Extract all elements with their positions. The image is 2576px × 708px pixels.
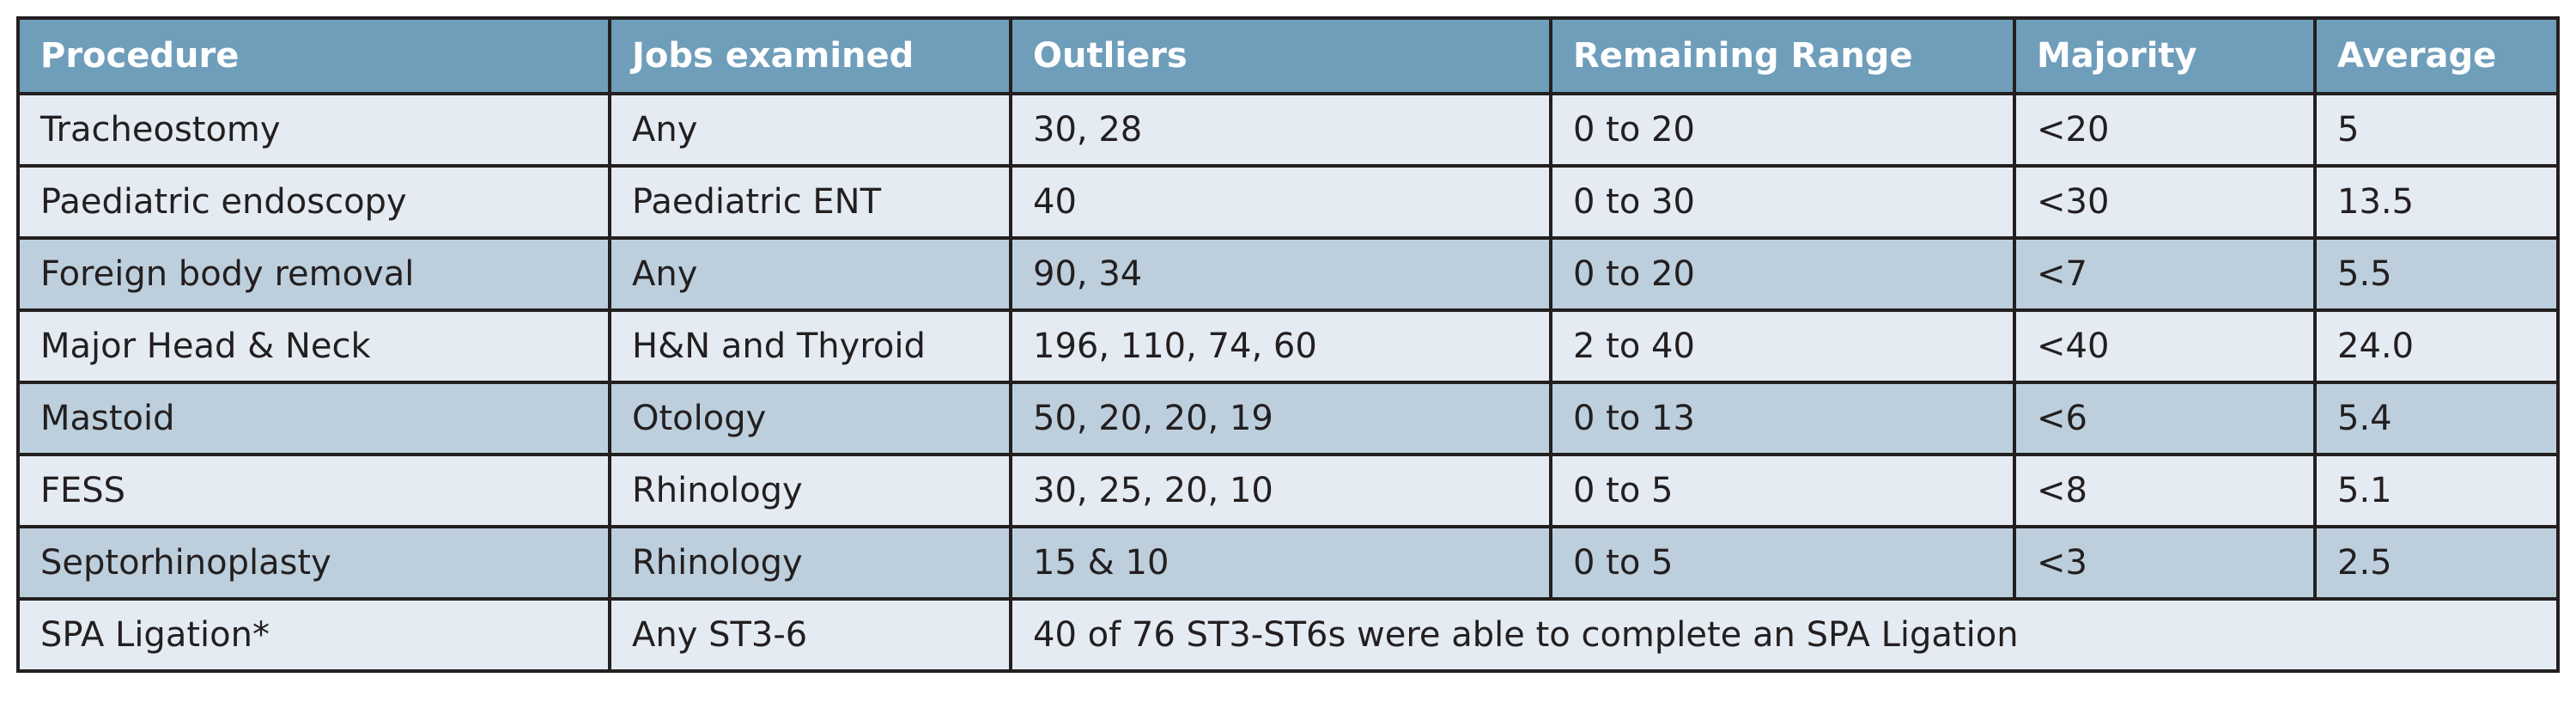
header-row: Procedure Jobs examined Outliers Remaining … bbox=[16, 16, 2560, 95]
table-row: FESS Rhinology 30, 25, 20, 10 0 to 5 <8 5.1 bbox=[16, 453, 2560, 528]
header-cell: Outliers bbox=[1009, 16, 1552, 95]
table-cell: Any ST3-6 bbox=[608, 597, 1012, 673]
table-cell: H&N and Thyroid bbox=[608, 308, 1012, 384]
table-cell: 40 of 76 ST3-ST6s were able to complete … bbox=[1009, 597, 2560, 673]
table-cell: SPA Ligation* bbox=[16, 597, 611, 673]
table-cell: Mastoid bbox=[16, 381, 611, 456]
table-cell: Paediatric endoscopy bbox=[16, 164, 611, 240]
data-table: Procedure Jobs examined Outliers Remaining … bbox=[16, 16, 2560, 673]
table-row: Septorhinoplasty Rhinology 15 & 10 0 to 5 <3… bbox=[16, 525, 2560, 601]
table-row: Tracheostomy Any 30, 28 0 to 20 <20 5 bbox=[16, 92, 2560, 168]
table-cell: 196, 110, 74, 60 bbox=[1009, 308, 1552, 384]
table-cell: 5.1 bbox=[2313, 453, 2560, 528]
table-cell: 0 to 20 bbox=[1549, 92, 2016, 168]
header-cell: Procedure bbox=[16, 16, 611, 95]
table-cell: 2.5 bbox=[2313, 525, 2560, 601]
table-cell: Otology bbox=[608, 381, 1012, 456]
table-cell: 50, 20, 20, 19 bbox=[1009, 381, 1552, 456]
table-row: Foreign body removal Any 90, 34 0 to 20 <7 5.… bbox=[16, 236, 2560, 312]
table-cell: <40 bbox=[2013, 308, 2317, 384]
table-cell: <3 bbox=[2013, 525, 2317, 601]
table-cell: <7 bbox=[2013, 236, 2317, 312]
table-cell: 2 to 40 bbox=[1549, 308, 2016, 384]
table-row: Mastoid Otology 50, 20, 20, 19 0 to 13 <6 5.4 bbox=[16, 381, 2560, 456]
table-cell: <8 bbox=[2013, 453, 2317, 528]
table-cell: <30 bbox=[2013, 164, 2317, 240]
table-cell: Major Head & Neck bbox=[16, 308, 611, 384]
header-cell: Jobs examined bbox=[608, 16, 1012, 95]
table-cell: 0 to 20 bbox=[1549, 236, 2016, 312]
table-cell: Foreign body removal bbox=[16, 236, 611, 312]
table-row: SPA Ligation* Any ST3-6 40 of 76 ST3-ST6s … bbox=[16, 597, 2560, 673]
table-cell: Tracheostomy bbox=[16, 92, 611, 168]
table-cell: 0 to 5 bbox=[1549, 525, 2016, 601]
table-cell: Rhinology bbox=[608, 453, 1012, 528]
table-cell: FESS bbox=[16, 453, 611, 528]
table-cell: 5.4 bbox=[2313, 381, 2560, 456]
table-cell: 0 to 30 bbox=[1549, 164, 2016, 240]
table-cell: <6 bbox=[2013, 381, 2317, 456]
table-cell: <20 bbox=[2013, 92, 2317, 168]
table-cell: 24.0 bbox=[2313, 308, 2560, 384]
header-cell: Majority bbox=[2013, 16, 2317, 95]
table-cell: 5.5 bbox=[2313, 236, 2560, 312]
header-cell: Average bbox=[2313, 16, 2560, 95]
table-cell: Septorhinoplasty bbox=[16, 525, 611, 601]
table-cell: 5 bbox=[2313, 92, 2560, 168]
table-cell: Paediatric ENT bbox=[608, 164, 1012, 240]
table-cell: 15 & 10 bbox=[1009, 525, 1552, 601]
table-cell: 0 to 13 bbox=[1549, 381, 2016, 456]
table-cell: 30, 28 bbox=[1009, 92, 1552, 168]
table-cell: 90, 34 bbox=[1009, 236, 1552, 312]
table-cell: 30, 25, 20, 10 bbox=[1009, 453, 1552, 528]
table-cell: Any bbox=[608, 236, 1012, 312]
header-cell: Remaining Range bbox=[1549, 16, 2016, 95]
table-cell: Any bbox=[608, 92, 1012, 168]
table-cell: Rhinology bbox=[608, 525, 1012, 601]
table-cell: 40 bbox=[1009, 164, 1552, 240]
table-cell: 13.5 bbox=[2313, 164, 2560, 240]
table-row: Major Head & Neck H&N and Thyroid 196, 110… bbox=[16, 308, 2560, 384]
table-row: Paediatric endoscopy Paediatric ENT 40 0 to… bbox=[16, 164, 2560, 240]
table-cell: 0 to 5 bbox=[1549, 453, 2016, 528]
